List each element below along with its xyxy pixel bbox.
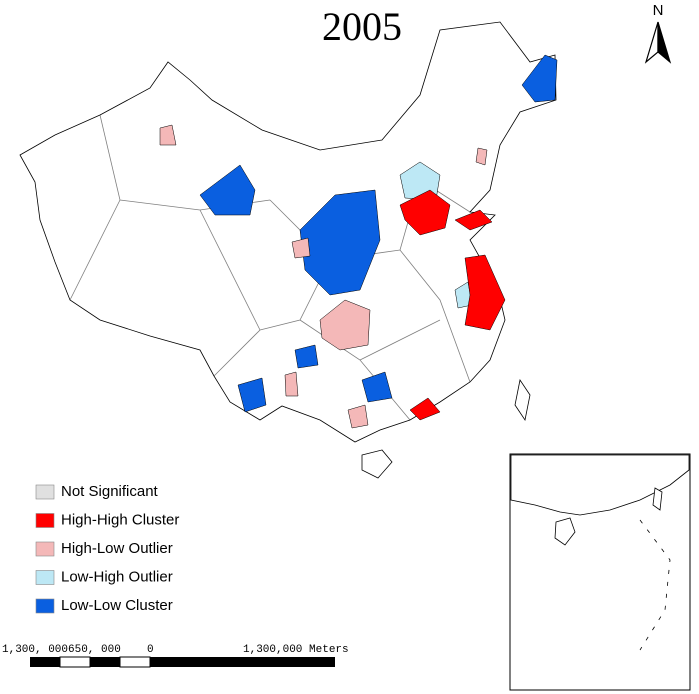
- legend-swatch: [35, 598, 55, 614]
- legend-label: Low-Low Cluster: [61, 597, 173, 614]
- scale-label: 1,300,000 Meters: [243, 644, 349, 656]
- inset-map: [509, 453, 691, 691]
- map-title: 2005: [322, 4, 402, 49]
- legend-label: High-Low Outlier: [61, 540, 173, 557]
- scale-label: 0: [147, 644, 154, 656]
- legend: Not Significant High-High Cluster High-Low…: [35, 483, 179, 614]
- north-label: N: [653, 2, 664, 19]
- scale-bar: 1,300, 000 650, 000 0 1,300,000 Meters: [2, 644, 349, 668]
- north-arrow: N: [644, 2, 672, 64]
- legend-swatch: [35, 541, 55, 557]
- scale-label: 1,300, 000: [2, 644, 68, 656]
- china-map: [19, 21, 558, 479]
- legend-swatch: [35, 484, 55, 500]
- scale-label: 650, 000: [68, 644, 121, 656]
- legend-swatch: [35, 570, 55, 585]
- legend-label: Low-High Outlier: [61, 568, 173, 585]
- legend-label: High-High Cluster: [61, 511, 179, 528]
- legend-swatch: [35, 513, 55, 528]
- legend-label: Not Significant: [61, 483, 159, 500]
